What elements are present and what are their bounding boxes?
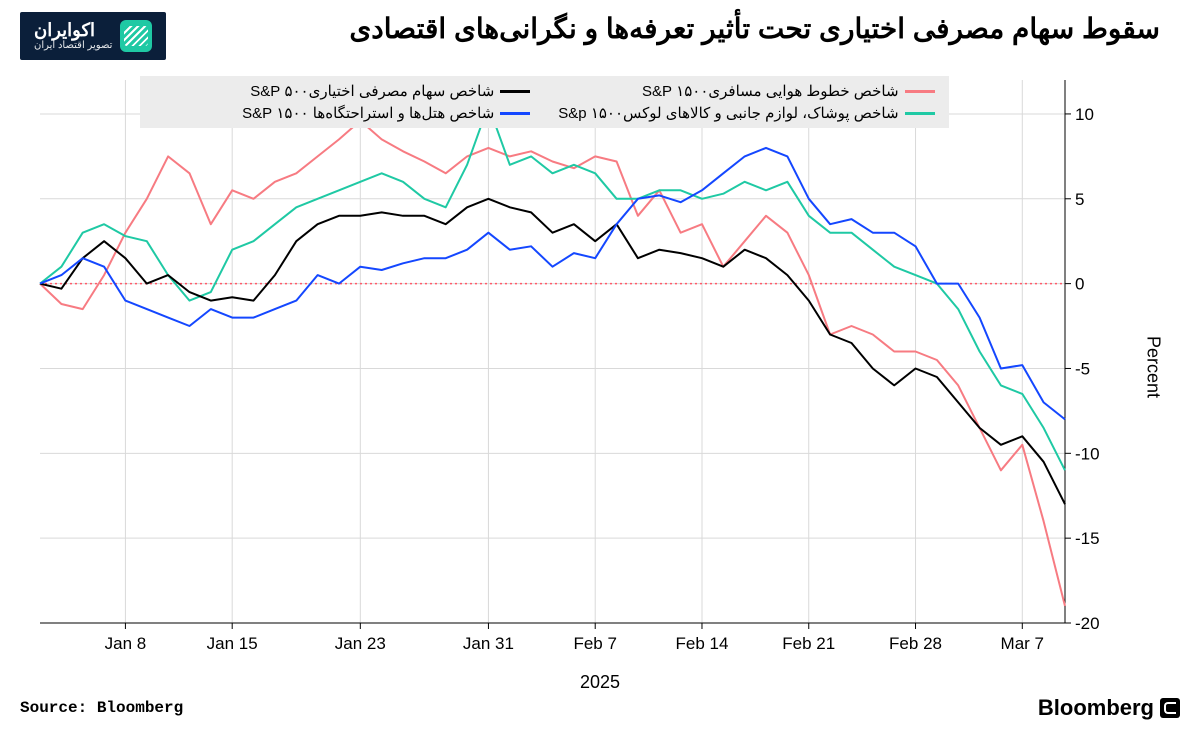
legend-item-hotels: شاخص هتل‌ها و استراحتگاه‌ها ۱۵۰۰ S&P [154,104,530,122]
legend-label: شاخص پوشاک، لوازم جانبی و کالاهای لوکس۱۵… [558,104,898,122]
legend-swatch [905,90,935,93]
svg-text:Feb 7: Feb 7 [573,634,616,653]
series-apparel [40,106,1065,471]
svg-text:-5: -5 [1075,359,1090,378]
svg-text:Feb 21: Feb 21 [782,634,835,653]
attribution: Bloomberg [1038,695,1180,721]
svg-text:-20: -20 [1075,614,1100,633]
svg-text:10: 10 [1075,105,1094,124]
svg-text:0: 0 [1075,275,1084,294]
legend-item-airlines: شاخص خطوط هوایی مسافری۱۵۰۰ S&P [558,82,934,100]
line-chart: -20 -15 -10 -5 0 5 10 Jan 8 Jan 15 Jan 23 Jan 31 Fe… [30,70,1115,663]
series-airlines [40,121,1065,606]
legend: شاخص سهام مصرفی اختیاری۵۰۰ S&P شاخص خطوط … [140,76,949,128]
y-axis-label: Percent [1142,335,1163,397]
legend-swatch [500,90,530,93]
bloomberg-icon [1160,698,1180,718]
logo-icon [120,20,152,52]
svg-text:5: 5 [1075,190,1084,209]
svg-text:Jan 23: Jan 23 [335,634,386,653]
legend-label: شاخص سهام مصرفی اختیاری۵۰۰ S&P [250,82,494,100]
svg-text:Feb 28: Feb 28 [889,634,942,653]
chart-title: سقوط سهام مصرفی اختیاری تحت تأثیر تعرفه‌… [166,12,1160,45]
svg-text:Feb 14: Feb 14 [676,634,729,653]
svg-text:-15: -15 [1075,529,1100,548]
legend-swatch [905,112,935,115]
svg-text:-10: -10 [1075,444,1100,463]
svg-text:Jan 8: Jan 8 [105,634,147,653]
svg-text:Mar 7: Mar 7 [1001,634,1044,653]
legend-item-apparel: شاخص پوشاک، لوازم جانبی و کالاهای لوکس۱۵… [558,104,934,122]
brand-logo: اکوایران تصویر اقتصاد ایران [20,12,166,60]
x-axis-year: 2025 [580,672,620,693]
legend-label: شاخص خطوط هوایی مسافری۱۵۰۰ S&P [642,82,899,100]
logo-subtitle: تصویر اقتصاد ایران [34,40,112,51]
legend-swatch [500,112,530,115]
svg-text:Jan 31: Jan 31 [463,634,514,653]
logo-main: اکوایران [34,21,112,41]
legend-item-discretionary: شاخص سهام مصرفی اختیاری۵۰۰ S&P [154,82,530,100]
legend-label: شاخص هتل‌ها و استراحتگاه‌ها ۱۵۰۰ S&P [242,104,494,122]
svg-text:Jan 15: Jan 15 [207,634,258,653]
source-text: Source: Bloomberg [20,699,183,717]
chart-area: -20 -15 -10 -5 0 5 10 Jan 8 Jan 15 Jan 23 Jan 31 Fe… [30,70,1115,663]
